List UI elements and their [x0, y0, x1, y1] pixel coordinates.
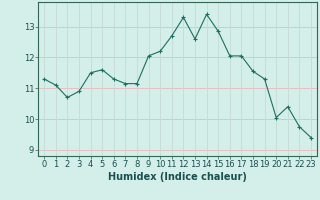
X-axis label: Humidex (Indice chaleur): Humidex (Indice chaleur)	[108, 172, 247, 182]
